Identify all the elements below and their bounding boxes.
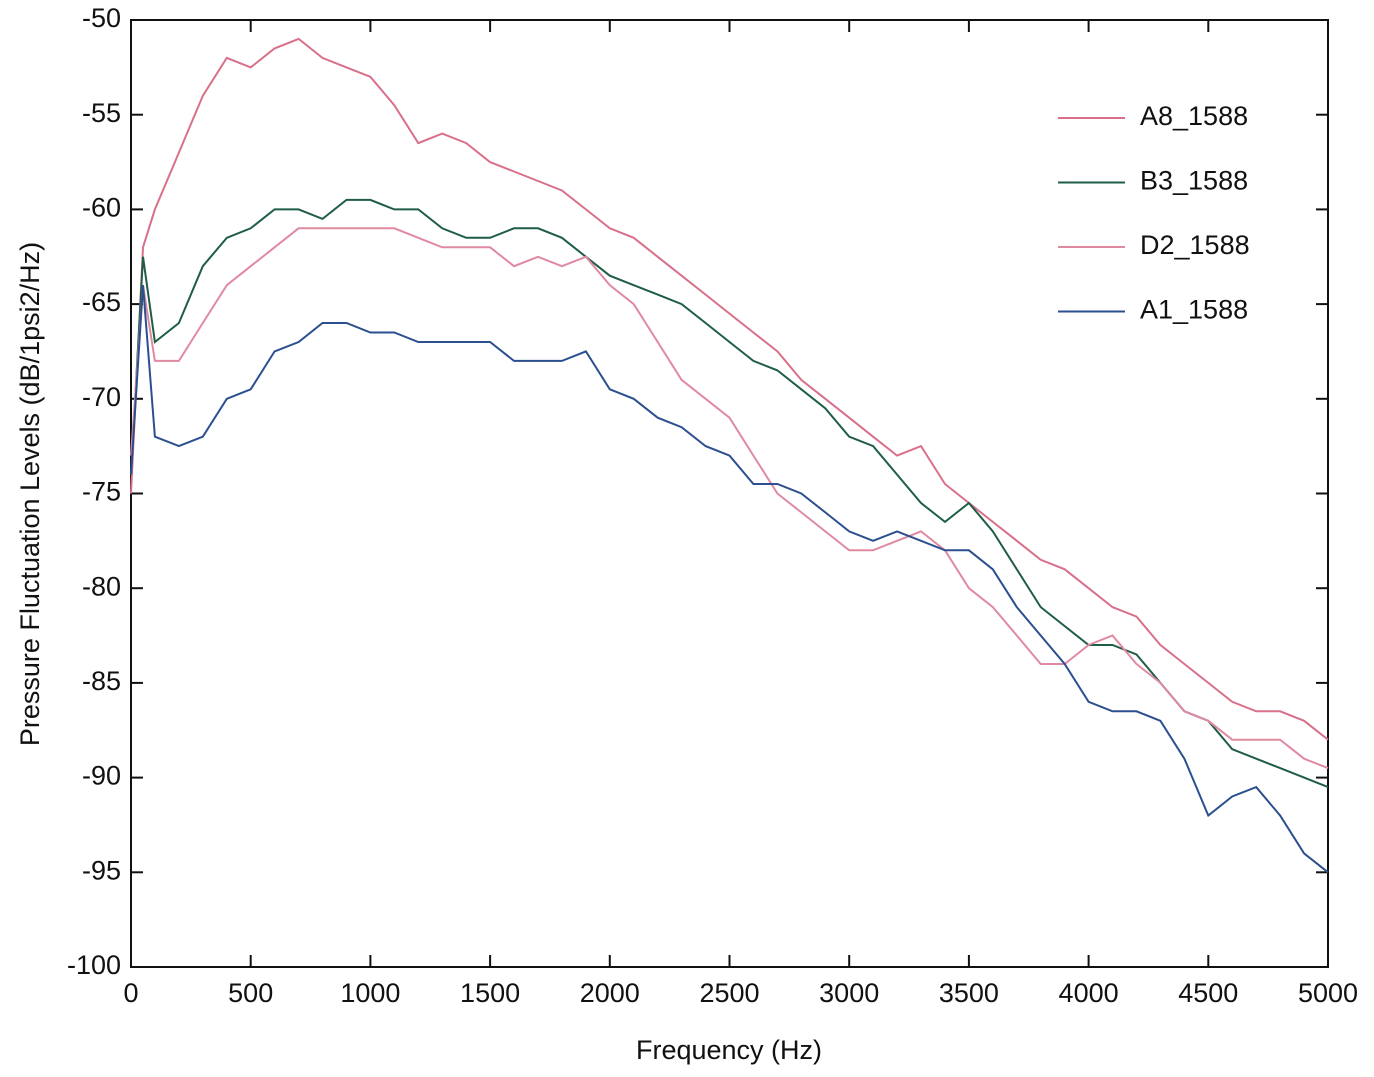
- y-tick-label: -85: [82, 666, 121, 696]
- series-line: [130, 285, 1329, 874]
- x-tick-label: 2500: [699, 978, 759, 1008]
- series-line: [130, 227, 1329, 770]
- legend-label: A8_1588: [1140, 101, 1248, 131]
- y-tick-label: -55: [82, 98, 121, 128]
- x-tick-label: 500: [228, 978, 273, 1008]
- x-tick-label: 4500: [1178, 978, 1238, 1008]
- y-tick-label: -50: [82, 3, 121, 33]
- legend-label: D2_1588: [1140, 230, 1250, 260]
- y-axis-label: Pressure Fluctuation Levels (dB/1psi2/Hz…: [15, 242, 45, 746]
- legend-label: B3_1588: [1140, 166, 1248, 196]
- legend-label: A1_1588: [1140, 295, 1248, 325]
- y-tick-label: -65: [82, 287, 121, 317]
- x-tick-label: 0: [123, 978, 138, 1008]
- x-axis-label: Frequency (Hz): [636, 1035, 822, 1065]
- x-tick-label: 2000: [580, 978, 640, 1008]
- series-line: [130, 37, 1329, 741]
- y-tick-label: -80: [82, 571, 121, 601]
- y-tick-label: -95: [82, 855, 121, 885]
- x-tick-label: 3500: [939, 978, 999, 1008]
- x-tick-label: 5000: [1298, 978, 1358, 1008]
- x-tick-label: 1500: [460, 978, 520, 1008]
- x-tick-label: 3000: [819, 978, 879, 1008]
- y-tick-label: -75: [82, 477, 121, 507]
- y-tick-label: -60: [82, 193, 121, 223]
- y-tick-label: -90: [82, 761, 121, 791]
- plot-frame: [130, 19, 1329, 968]
- y-tick-label: -100: [67, 950, 121, 980]
- x-tick-label: 4000: [1059, 978, 1119, 1008]
- x-tick-label: 1000: [340, 978, 400, 1008]
- y-tick-label: -70: [82, 382, 121, 412]
- series-line: [130, 198, 1329, 789]
